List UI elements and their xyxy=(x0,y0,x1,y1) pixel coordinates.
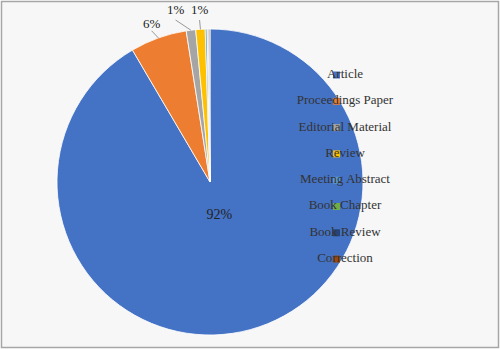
svg-text:Meeting Abstract: Meeting Abstract xyxy=(300,171,390,186)
svg-text:1%: 1% xyxy=(167,2,185,17)
svg-text:Review: Review xyxy=(325,145,365,160)
svg-text:92%: 92% xyxy=(206,207,232,222)
svg-text:6%: 6% xyxy=(143,16,161,31)
svg-text:Book Chapter: Book Chapter xyxy=(309,197,382,212)
svg-text:Editorial Material: Editorial Material xyxy=(299,119,392,134)
svg-text:Book Review: Book Review xyxy=(309,224,381,239)
svg-text:Correction: Correction xyxy=(317,250,373,265)
svg-text:1%: 1% xyxy=(191,2,209,17)
svg-text:Proceedings Paper: Proceedings Paper xyxy=(297,92,394,107)
svg-text:Article: Article xyxy=(327,66,363,81)
